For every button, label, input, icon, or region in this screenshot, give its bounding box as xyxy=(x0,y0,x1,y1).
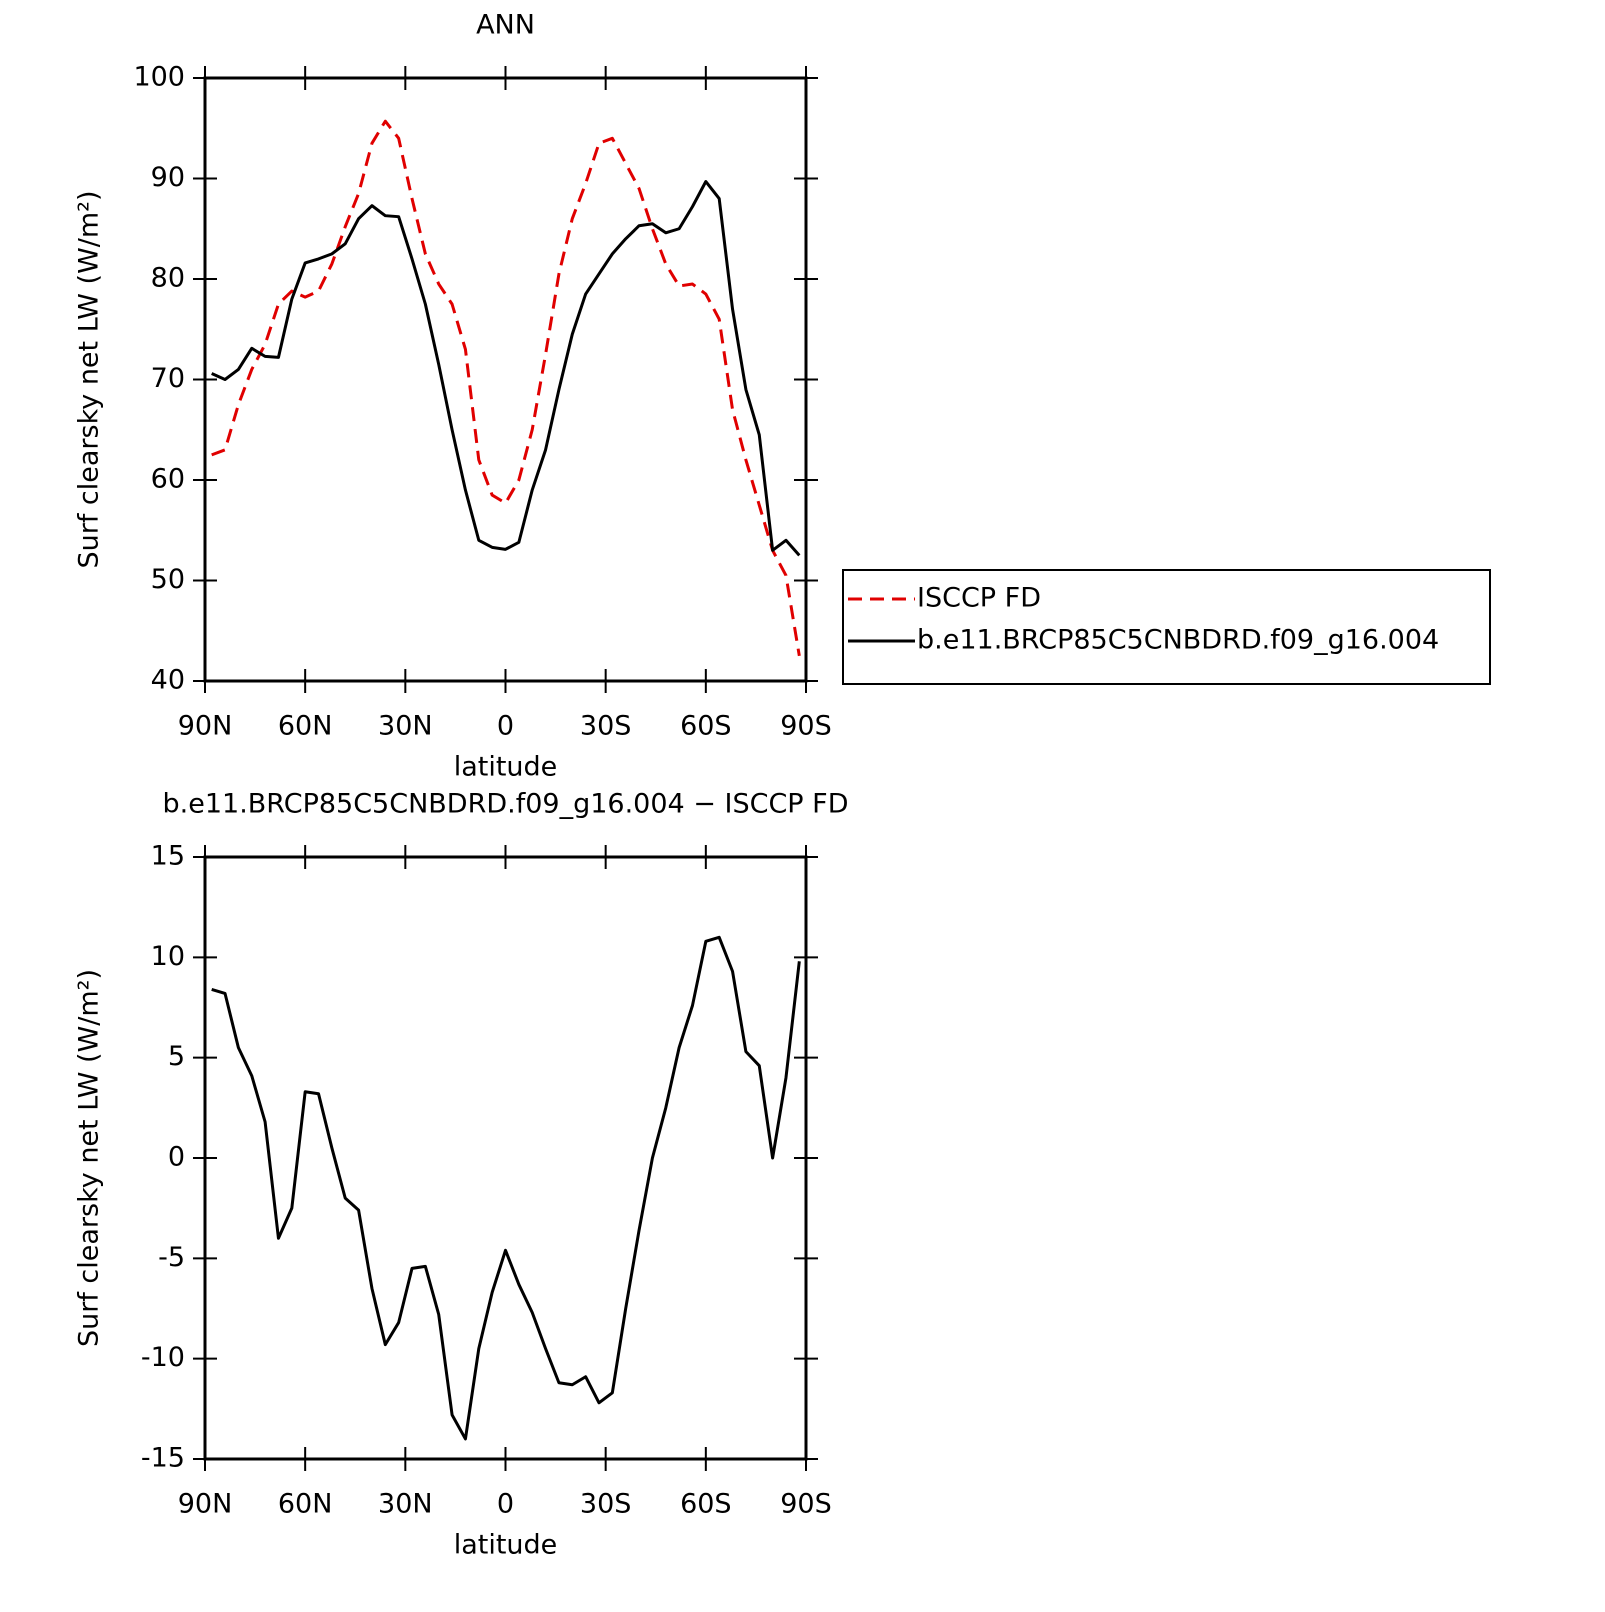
y-tick-label: 100 xyxy=(133,62,185,93)
y-axis-label: Surf clearsky net LW (W/m²) xyxy=(74,969,105,1347)
x-tick-label: 60N xyxy=(278,1489,333,1520)
y-tick-label: 90 xyxy=(151,162,185,193)
x-tick-label: 0 xyxy=(497,1489,514,1520)
x-tick-label: 60S xyxy=(680,1489,732,1520)
plot-frame xyxy=(203,855,808,1461)
legend-label: b.e11.BRCP85C5CNBDRD.f09_g16.004 xyxy=(917,625,1439,656)
y-tick-label: 80 xyxy=(151,263,185,294)
series-line xyxy=(211,119,801,657)
y-tick-label: 10 xyxy=(151,941,185,972)
x-tick-label: 90N xyxy=(178,711,233,742)
x-axis-label: latitude xyxy=(454,752,558,783)
y-tick-label: 50 xyxy=(151,564,185,595)
y-axis-label: Surf clearsky net LW (W/m²) xyxy=(74,190,105,568)
legend-box xyxy=(842,569,1491,685)
y-tick-label: 70 xyxy=(151,363,185,394)
y-tick-label: -15 xyxy=(141,1443,185,1474)
x-tick-label: 0 xyxy=(497,711,514,742)
series-line xyxy=(211,935,801,1441)
y-tick-label: 40 xyxy=(151,665,185,696)
x-tick-label: 60S xyxy=(680,711,732,742)
legend-label: ISCCP FD xyxy=(917,583,1041,614)
y-tick-label: -10 xyxy=(141,1342,185,1373)
chart-title: b.e11.BRCP85C5CNBDRD.f09_g16.004 − ISCCP… xyxy=(163,789,849,820)
y-tick-label: 5 xyxy=(168,1041,185,1072)
y-tick-label: 60 xyxy=(151,464,185,495)
x-tick-label: 30S xyxy=(580,711,632,742)
y-tick-label: 15 xyxy=(151,841,185,872)
x-tick-label: 60N xyxy=(278,711,333,742)
y-tick-label: 0 xyxy=(168,1142,185,1173)
x-tick-label: 90N xyxy=(178,1489,233,1520)
x-tick-label: 30N xyxy=(378,1489,433,1520)
y-tick-label: -5 xyxy=(158,1242,185,1273)
x-tick-label: 30S xyxy=(580,1489,632,1520)
series-line xyxy=(211,180,801,557)
x-tick-label: 90S xyxy=(780,711,832,742)
x-axis-label: latitude xyxy=(454,1530,558,1561)
x-tick-label: 90S xyxy=(780,1489,832,1520)
plot-frame xyxy=(203,76,808,683)
chart-title: ANN xyxy=(476,10,535,41)
x-tick-label: 30N xyxy=(378,711,433,742)
